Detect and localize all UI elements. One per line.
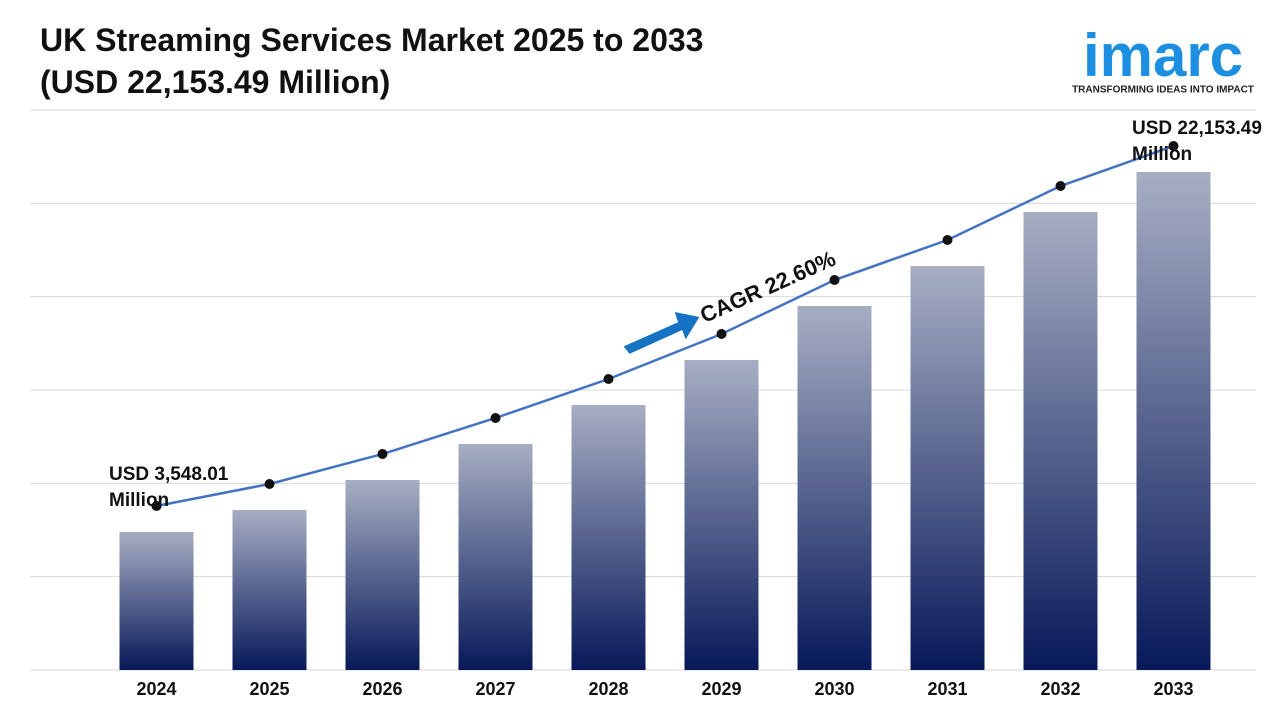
- x-tick-label: 2026: [362, 679, 402, 699]
- trend-line: [156, 144, 1174, 508]
- x-tick-label: 2031: [927, 679, 967, 699]
- x-tick-label: 2033: [1153, 679, 1193, 699]
- trend-dot: [716, 328, 727, 339]
- start-label: USD 3,548.01 Million: [109, 464, 229, 511]
- x-tick-label: 2025: [249, 679, 289, 699]
- bar: [458, 443, 533, 670]
- x-tick-label: 2030: [814, 679, 854, 699]
- x-tick-label: 2024: [136, 679, 176, 699]
- bar: [1136, 171, 1211, 670]
- trend-dot: [1055, 181, 1066, 192]
- x-tick-label: 2029: [701, 679, 741, 699]
- x-tick-label: 2028: [588, 679, 628, 699]
- x-tick-label: 2027: [475, 679, 515, 699]
- bar: [571, 405, 646, 670]
- end-label: USD 22,153.49 Million: [1132, 118, 1262, 165]
- bar: [684, 359, 759, 670]
- x-tick-label: 2032: [1040, 679, 1080, 699]
- chart-title: UK Streaming Services Market 2025 to 203…: [40, 22, 704, 58]
- bar: [119, 531, 194, 670]
- trend-dot: [829, 275, 840, 286]
- trend-dot: [603, 374, 614, 385]
- cagr-arrow: [623, 312, 700, 354]
- bar: [1023, 212, 1098, 671]
- bar: [232, 509, 307, 670]
- logo: imarc: [1083, 22, 1243, 89]
- trend-dot: [264, 478, 275, 489]
- bar: [797, 306, 872, 670]
- chart-subtitle: (USD 22,153.49 Million): [40, 64, 391, 100]
- trend-dot: [1168, 140, 1179, 151]
- bar: [345, 480, 420, 670]
- trend-dot: [490, 412, 501, 423]
- logo-tagline: TRANSFORMING IDEAS INTO IMPACT: [1072, 85, 1254, 96]
- trend-dot: [942, 235, 953, 246]
- trend-dot: [377, 449, 388, 460]
- bar: [910, 266, 985, 670]
- trend-dot: [151, 500, 162, 511]
